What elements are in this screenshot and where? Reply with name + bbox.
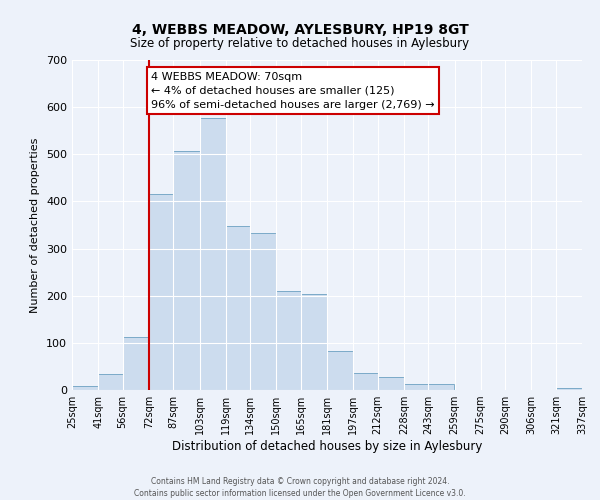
Text: Contains HM Land Registry data © Crown copyright and database right 2024.
Contai: Contains HM Land Registry data © Crown c…: [134, 476, 466, 498]
Bar: [404, 384, 428, 390]
Bar: [226, 226, 250, 390]
Bar: [428, 384, 455, 390]
Bar: [301, 294, 327, 390]
Bar: [149, 194, 173, 390]
Bar: [250, 233, 277, 390]
Text: 4 WEBBS MEADOW: 70sqm
← 4% of detached houses are smaller (125)
96% of semi-deta: 4 WEBBS MEADOW: 70sqm ← 4% of detached h…: [151, 72, 434, 110]
Bar: [72, 386, 98, 390]
Text: Size of property relative to detached houses in Aylesbury: Size of property relative to detached ho…: [130, 38, 470, 51]
Bar: [98, 374, 122, 390]
Bar: [556, 388, 582, 390]
Bar: [277, 291, 301, 390]
Bar: [353, 372, 377, 390]
X-axis label: Distribution of detached houses by size in Aylesbury: Distribution of detached houses by size …: [172, 440, 482, 453]
Bar: [173, 150, 199, 390]
Bar: [199, 118, 226, 390]
Bar: [377, 378, 404, 390]
Bar: [327, 351, 353, 390]
Text: 4, WEBBS MEADOW, AYLESBURY, HP19 8GT: 4, WEBBS MEADOW, AYLESBURY, HP19 8GT: [131, 22, 469, 36]
Y-axis label: Number of detached properties: Number of detached properties: [31, 138, 40, 312]
Bar: [122, 336, 149, 390]
